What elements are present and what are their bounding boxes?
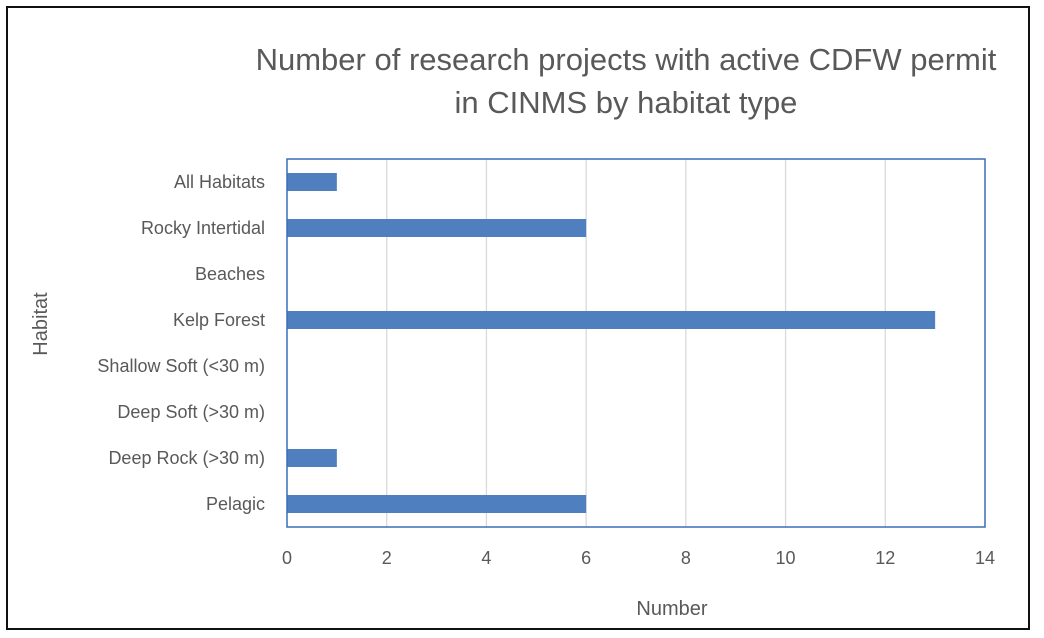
x-tick-label: 6: [581, 548, 591, 568]
category-label: Beaches: [195, 264, 265, 284]
category-label: Deep Rock (>30 m): [108, 448, 265, 468]
category-labels: All Habitats Rocky Intertidal Beaches Kelp …: [97, 172, 265, 514]
plot-area-border: [286, 158, 986, 528]
category-label: Kelp Forest: [173, 310, 265, 330]
chart-title: Number of research projects with active …: [256, 42, 997, 120]
bar-1: [287, 219, 587, 237]
x-tick-label: 10: [776, 548, 796, 568]
bars: [287, 173, 936, 513]
category-label: Deep Soft (>30 m): [117, 402, 265, 422]
gridlines: [386, 159, 886, 527]
chart-title-line-1: Number of research projects with active …: [256, 42, 997, 77]
chart-title-line-2: in CINMS by habitat type: [455, 85, 798, 120]
category-label: All Habitats: [174, 172, 265, 192]
bar-7: [287, 495, 587, 513]
bar-3: [287, 311, 936, 329]
x-axis-title: Number: [636, 598, 707, 620]
x-tick-labels: 0 2 4 6 8 10 12 14: [282, 548, 995, 568]
bar-6: [287, 449, 337, 467]
category-label: Pelagic: [206, 494, 265, 514]
x-tick-label: 2: [382, 548, 392, 568]
x-tick-label: 4: [481, 548, 491, 568]
x-tick-label: 0: [282, 548, 292, 568]
x-tick-label: 14: [975, 548, 995, 568]
bar-0: [287, 173, 337, 191]
x-tick-label: 12: [875, 548, 895, 568]
y-axis-title: Habitat: [30, 292, 52, 356]
category-label: Shallow Soft (<30 m): [97, 356, 265, 376]
x-tick-label: 8: [681, 548, 691, 568]
category-label: Rocky Intertidal: [141, 218, 265, 238]
